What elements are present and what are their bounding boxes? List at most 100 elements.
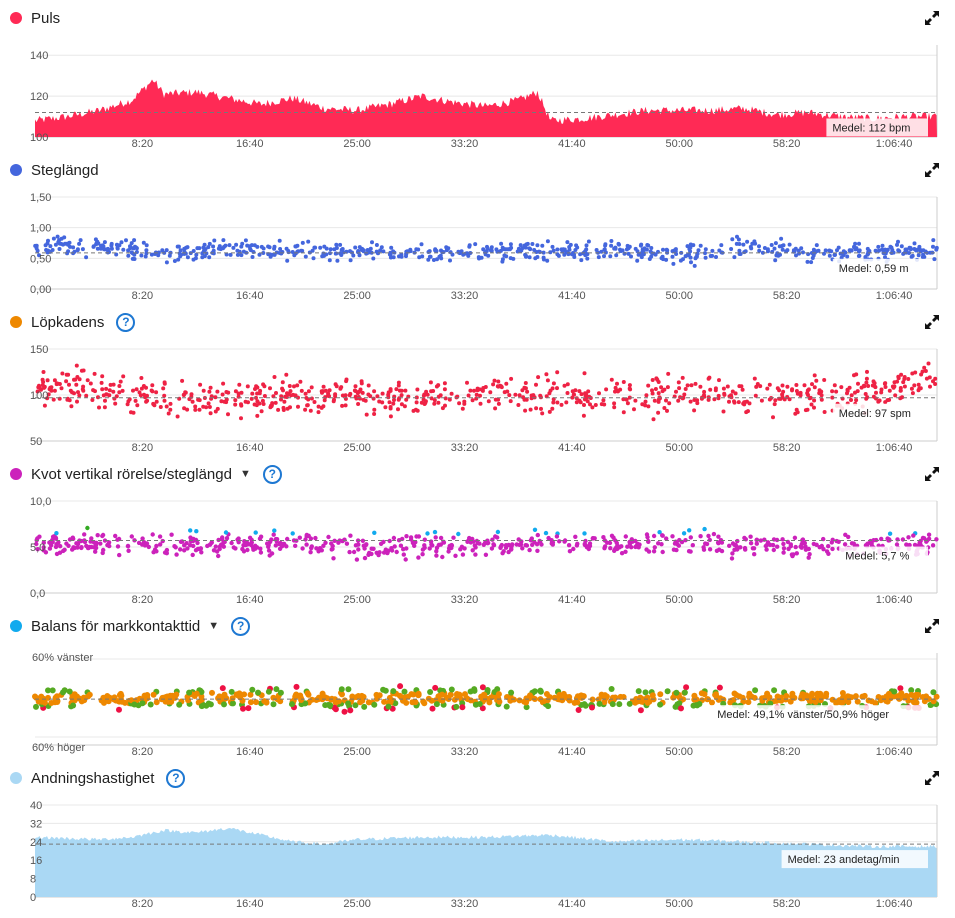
data-point [233, 389, 238, 394]
data-point [423, 401, 428, 405]
panel-title-row: Andningshastighet ? [10, 768, 186, 788]
data-point [493, 397, 498, 402]
data-point [365, 248, 370, 252]
mean-label: Medel: 5,7 % [845, 551, 909, 563]
data-point [190, 399, 195, 404]
data-point [650, 391, 655, 396]
data-point [289, 393, 293, 398]
data-point [904, 247, 909, 252]
y-tick-label: 0,00 [30, 284, 51, 296]
data-point [771, 687, 778, 694]
data-point [448, 258, 452, 263]
data-point [252, 243, 257, 248]
data-point [415, 692, 422, 699]
data-point [892, 380, 897, 385]
y-tick-label: 60% höger [32, 742, 86, 754]
data-point [602, 254, 606, 259]
data-point [732, 400, 737, 405]
data-point [85, 525, 90, 531]
data-point [111, 382, 116, 387]
data-point [216, 537, 221, 543]
data-point [834, 389, 839, 394]
data-point [121, 374, 126, 379]
data-point [651, 533, 657, 539]
data-point [139, 386, 144, 391]
data-point [654, 376, 659, 381]
data-point [911, 533, 916, 538]
data-point [692, 408, 697, 413]
data-point [185, 255, 190, 260]
panel-title: Andningshastighet [31, 769, 155, 787]
data-point [747, 401, 752, 406]
expand-arrows-icon[interactable] [924, 618, 940, 634]
data-point [571, 251, 575, 255]
caret-down-icon[interactable]: ▼ [239, 468, 251, 480]
data-point [683, 538, 688, 543]
expand-arrows-icon[interactable] [924, 314, 940, 330]
data-point [234, 242, 239, 247]
panel-title-row: Löpkadens ? [10, 312, 136, 332]
data-point [646, 243, 651, 248]
question-circle-icon[interactable]: ? [262, 464, 282, 484]
data-point [207, 701, 214, 708]
data-point [623, 534, 628, 539]
data-point [130, 256, 135, 261]
data-point [750, 546, 756, 551]
data-point [401, 688, 408, 695]
data-point [550, 244, 555, 249]
data-point [530, 242, 535, 246]
data-point [174, 552, 179, 557]
data-point [822, 410, 827, 414]
data-point [794, 407, 799, 412]
data-point [505, 389, 510, 394]
data-point [582, 541, 587, 547]
expand-arrows-icon[interactable] [924, 162, 940, 178]
data-point [880, 247, 884, 252]
data-point [77, 241, 82, 246]
data-point [131, 410, 136, 415]
expand-arrows-icon[interactable] [924, 770, 940, 786]
data-point [525, 389, 530, 394]
data-point [459, 704, 466, 711]
data-point [381, 539, 386, 545]
question-circle-icon[interactable]: ? [166, 768, 186, 788]
data-point [463, 251, 468, 256]
data-point [285, 391, 289, 396]
data-point [396, 383, 401, 388]
data-point [270, 701, 277, 708]
data-point [758, 538, 763, 543]
question-circle-icon[interactable]: ? [231, 616, 251, 636]
data-point [518, 243, 523, 248]
data-point [930, 543, 936, 548]
mean-label-bg [826, 118, 928, 137]
data-point [702, 526, 707, 532]
data-point [835, 248, 839, 253]
data-point [191, 249, 196, 253]
data-point [154, 543, 159, 549]
data-point [449, 543, 455, 548]
data-point [890, 384, 895, 389]
expand-arrows-icon[interactable] [924, 10, 940, 26]
caret-down-icon[interactable]: ▼ [208, 620, 220, 632]
data-point [653, 252, 658, 257]
data-point [787, 397, 792, 402]
data-point [182, 406, 187, 411]
data-point [198, 382, 203, 387]
data-point [132, 238, 137, 243]
data-point [637, 707, 644, 714]
data-point [432, 398, 437, 403]
expand-arrows-icon[interactable] [924, 466, 940, 482]
data-point [292, 384, 296, 389]
data-point [224, 397, 229, 402]
data-point [266, 244, 271, 249]
data-point [895, 695, 902, 702]
data-point [334, 384, 339, 389]
data-point [402, 404, 407, 409]
data-point [107, 543, 112, 549]
data-point [352, 388, 357, 393]
data-point [306, 397, 311, 402]
data-point [53, 242, 58, 247]
data-point [74, 541, 79, 546]
question-circle-icon[interactable]: ? [116, 312, 136, 332]
data-point [396, 397, 401, 402]
